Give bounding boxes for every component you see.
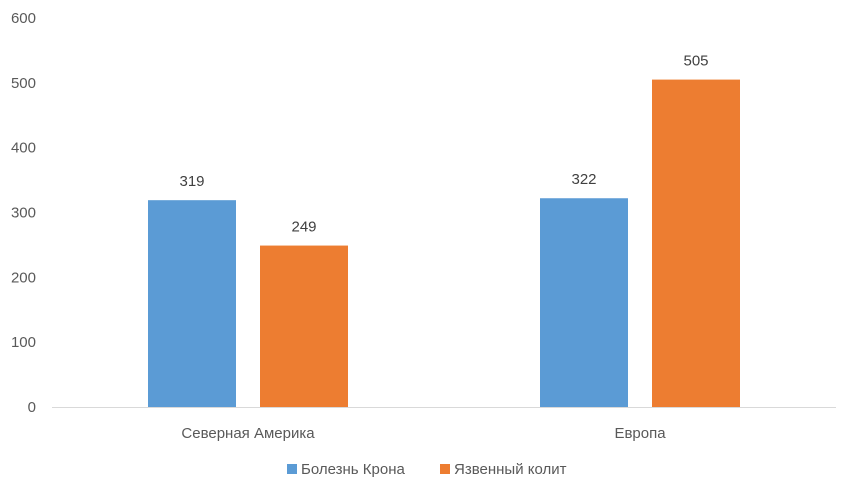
y-tick-label: 600 (11, 10, 36, 27)
legend-swatch (440, 464, 450, 474)
legend-label: Болезнь Крона (301, 461, 405, 478)
bar-crohn-0 (148, 200, 236, 407)
category-label: Европа (614, 425, 666, 442)
bar-uc-0 (260, 245, 348, 407)
bar-crohn-1 (540, 198, 628, 407)
y-axis-ticks: 0 100 200 300 400 500 600 (11, 10, 36, 416)
data-label: 319 (179, 173, 204, 190)
data-label: 249 (291, 219, 316, 236)
legend: Болезнь Крона Язвенный колит (287, 461, 567, 478)
y-tick-label: 500 (11, 75, 36, 92)
y-tick-label: 400 (11, 140, 36, 157)
y-tick-label: 0 (28, 399, 36, 416)
category-label: Северная Америка (181, 425, 315, 442)
data-labels: 319 249 322 505 (179, 53, 708, 236)
bar-uc-1 (652, 79, 740, 407)
bars (148, 79, 740, 407)
legend-label: Язвенный колит (454, 461, 567, 478)
data-label: 505 (683, 53, 708, 70)
y-tick-label: 100 (11, 334, 36, 351)
y-tick-label: 300 (11, 205, 36, 222)
y-tick-label: 200 (11, 269, 36, 286)
data-label: 322 (571, 171, 596, 188)
category-labels: Северная Америка Европа (181, 425, 666, 442)
legend-swatch (287, 464, 297, 474)
